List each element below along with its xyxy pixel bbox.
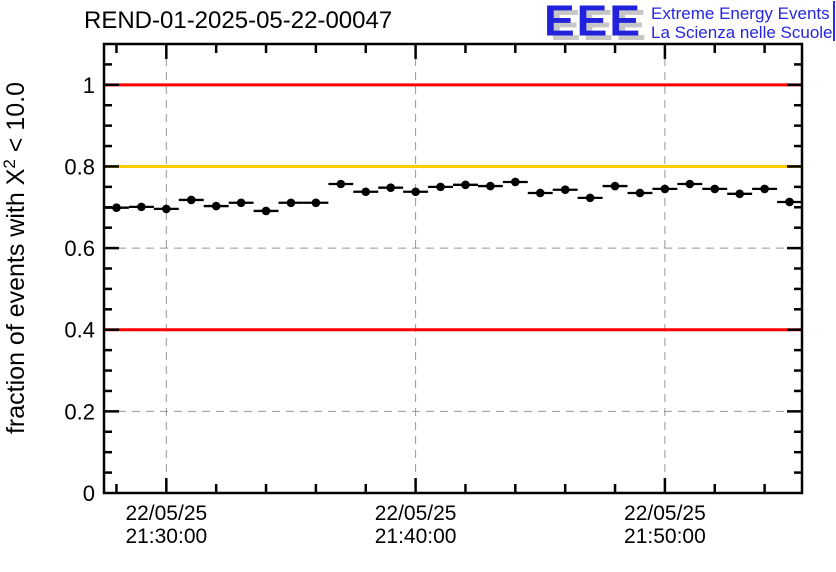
- data-point-marker: [685, 179, 695, 189]
- data-point-marker: [610, 181, 620, 191]
- data-point-marker: [386, 183, 395, 192]
- eee-logo-subtitle-line2: La Scienza nelle Scuole: [651, 23, 833, 42]
- eee-logo-subtitle: Extreme Energy Events La Scienza nelle S…: [651, 2, 832, 42]
- y-axis-title: fraction of events with Χ2 < 10.0: [0, 82, 30, 434]
- x-tick-label-time: 21:40:00: [375, 525, 457, 548]
- data-point-marker: [560, 185, 570, 195]
- data-point-marker: [785, 197, 794, 207]
- data-point-marker: [511, 177, 520, 187]
- data-point-marker: [486, 181, 495, 191]
- data-point-marker: [162, 204, 171, 214]
- y-tick-label: 0.4: [64, 318, 95, 343]
- x-tick-label-date: 22/05/25: [375, 502, 457, 525]
- data-point-marker: [411, 187, 420, 197]
- x-tick-label-time: 21:30:00: [125, 525, 207, 548]
- data-point-marker: [585, 193, 595, 203]
- data-point-marker: [336, 179, 346, 189]
- data-point-marker: [635, 188, 645, 198]
- y-tick-label: 0: [83, 481, 95, 506]
- eee-logo-acronym: EEE: [544, 0, 643, 45]
- y-tick-label: 1: [83, 73, 95, 98]
- data-point-marker: [211, 201, 221, 211]
- data-point-marker: [311, 198, 321, 208]
- data-point-marker: [286, 198, 296, 208]
- data-point-marker: [112, 203, 121, 212]
- data-point-marker: [137, 202, 146, 212]
- plot-frame: [102, 42, 804, 495]
- x-tick-label-date: 22/05/25: [624, 502, 706, 525]
- data-point-marker: [760, 184, 769, 194]
- data-point-marker: [710, 184, 720, 194]
- y-tick-label: 0.2: [64, 399, 95, 424]
- data-point-marker: [535, 188, 545, 198]
- eee-logo-right-border: [833, 1, 835, 41]
- x-tick-label-time: 21:50:00: [624, 525, 706, 548]
- eee-logo-subtitle-line1: Extreme Energy Events: [651, 4, 830, 23]
- chart-title: REND-01-2025-05-22-00047: [84, 7, 393, 34]
- data-point-marker: [261, 206, 271, 216]
- data-point-marker: [735, 189, 744, 199]
- data-point-marker: [361, 187, 371, 197]
- eee-logo: EEE Extreme Energy Events La Scienza nel…: [544, 0, 833, 45]
- data-point-marker: [436, 182, 445, 192]
- data-point-marker: [660, 184, 670, 194]
- x-tick-label-date: 22/05/25: [125, 502, 207, 525]
- data-point-marker: [461, 180, 470, 190]
- y-tick-label: 0.8: [64, 154, 95, 179]
- data-point-marker: [236, 198, 246, 208]
- y-tick-label: 0.6: [64, 236, 95, 261]
- data-point-marker: [186, 195, 196, 205]
